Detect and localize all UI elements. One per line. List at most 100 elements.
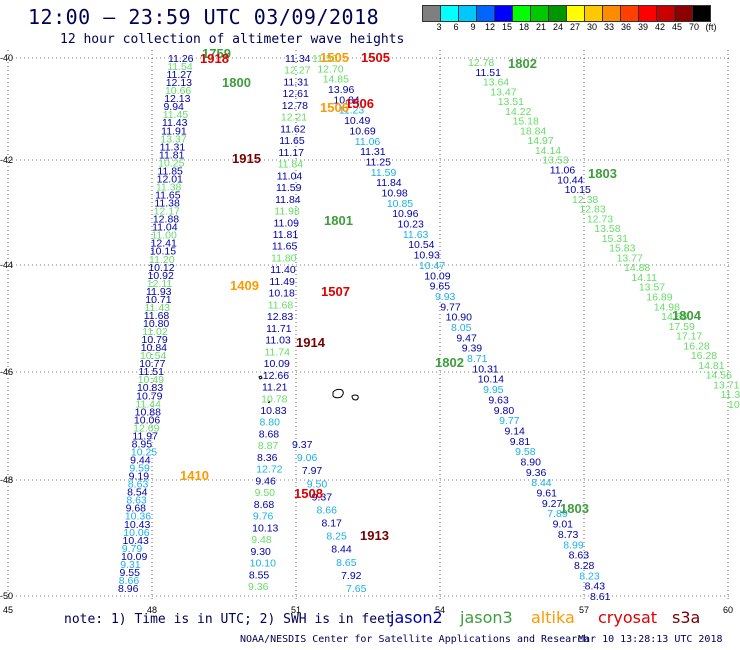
swh-value: 11.50 <box>312 53 338 65</box>
swh-value: 9.68 <box>126 503 147 515</box>
lat-tick-label: -50 <box>0 591 13 601</box>
swh-value: 10.84 <box>141 342 167 354</box>
lon-tick-label: 60 <box>723 605 733 615</box>
swh-value: 9.76 <box>253 511 274 523</box>
footer-note: note: 1) Time is in UTC; 2) SWH is in fe… <box>64 612 393 627</box>
swh-value: 10.88 <box>135 406 161 418</box>
swh-value: 12.41 <box>151 238 177 250</box>
page-title: 12:00 – 23:59 UTC 03/09/2018 <box>28 5 380 29</box>
swh-value: 10.06 <box>123 527 149 539</box>
swh-value: 11.98 <box>274 206 300 218</box>
swh-value: 11.38 <box>156 181 182 193</box>
swh-value: 11.27 <box>166 69 192 81</box>
swh-value: 8.65 <box>336 557 357 569</box>
swh-value: 11.43 <box>162 117 188 129</box>
lon-tick-label: 57 <box>579 605 589 615</box>
scale-label: 9 <box>470 22 476 32</box>
swh-value: 8.55 <box>249 569 270 581</box>
scale-label: 45 <box>671 22 682 32</box>
track-values: 11.2611.5411.2712.1310.6612.139.9411.451… <box>118 53 740 603</box>
swh-value: 10.71 <box>145 294 171 306</box>
swh-value: 12.83 <box>267 311 293 323</box>
swh-value: 11.65 <box>272 241 298 253</box>
swh-value: 14.56 <box>706 370 732 382</box>
swh-value: 15.83 <box>609 243 635 255</box>
swh-value: 8.68 <box>254 499 275 511</box>
swh-value: 8.63 <box>128 479 149 491</box>
pass-time-label: 1508 <box>294 486 323 501</box>
swh-value: 8.99 <box>563 539 584 551</box>
swh-value: 8.43 <box>585 581 606 593</box>
swh-value: 12.38 <box>572 194 598 206</box>
swh-value: 13.37 <box>160 133 186 145</box>
island-shape <box>351 394 359 401</box>
scale-label: 24 <box>552 22 563 32</box>
swh-value: 10.83 <box>260 405 286 417</box>
swh-value: 10.14 <box>478 374 504 386</box>
swh-value: 12.88 <box>153 214 179 226</box>
swh-value: 10.47 <box>419 260 445 272</box>
swh-value: 8.54 <box>127 487 148 499</box>
swh-value: 10.54 <box>140 350 166 362</box>
lon-tick-label: 45 <box>3 605 13 615</box>
swh-value: 8.96 <box>118 583 139 595</box>
swh-value: 11.21 <box>262 382 288 394</box>
pass-time-label: 1506 <box>320 100 349 115</box>
pass-time-label: 1918 <box>200 51 229 66</box>
scale-label: 70 <box>688 22 699 32</box>
footer-timestamp: Mar 10 13:28:13 UTC 2018 <box>578 634 723 645</box>
swh-value: 9.37 <box>312 491 333 503</box>
swh-value: 8.63 <box>126 495 147 507</box>
swh-value: 9.48 <box>251 534 272 546</box>
swh-value: 9.77 <box>499 415 520 427</box>
swh-value: 10.15 <box>150 246 176 258</box>
swh-value: 10.10 <box>250 558 276 570</box>
swh-value: 11.62 <box>280 123 306 135</box>
pass-time-label: 1800 <box>222 75 251 90</box>
swh-value: 9.81 <box>510 436 531 448</box>
pass-time-label: 1802 <box>435 355 464 370</box>
swh-value: 14.88 <box>624 262 650 274</box>
swh-value: 10.18 <box>269 288 295 300</box>
swh-value: 11.80 <box>271 252 297 264</box>
swh-value: 11.91 <box>161 125 187 137</box>
lat-tick-label: -46 <box>0 367 13 377</box>
swh-value: 8.73 <box>558 529 579 541</box>
swh-value: 10.13 <box>252 522 278 534</box>
swh-value: 8.28 <box>574 560 595 572</box>
scale-label: 33 <box>603 22 614 32</box>
swh-value: 9.95 <box>483 384 504 396</box>
swh-value: 12.13 <box>164 93 190 105</box>
swh-value: 10.43 <box>124 519 150 531</box>
swh-value: 10.23 <box>398 219 424 231</box>
swh-value: 8.17 <box>321 518 342 530</box>
swh-value: 11.54 <box>167 61 193 73</box>
swh-value: 10.09 <box>264 358 290 370</box>
swh-value: 8.36 <box>257 452 278 464</box>
swh-value: 13.96 <box>328 84 354 96</box>
swh-value: 10.09 <box>424 270 450 282</box>
swh-value: 10.79 <box>141 334 167 346</box>
pass-time-label: 1507 <box>321 284 350 299</box>
swh-value: 10.49 <box>344 115 370 127</box>
swh-value: 12.21 <box>281 112 307 124</box>
swh-value: 13.51 <box>498 96 524 108</box>
swh-value: 9.31 <box>120 559 141 571</box>
swh-value: 11.81 <box>159 149 185 161</box>
swh-value: 11.25 <box>365 156 391 168</box>
swh-value: 9.61 <box>537 488 558 500</box>
swh-value: 15.18 <box>513 116 539 128</box>
swh-value: 10 <box>728 399 740 411</box>
scale-label: (ft) <box>705 22 717 32</box>
pass-time-label: 1759 <box>202 46 231 61</box>
scale-label: 27 <box>569 22 580 32</box>
swh-value: 11.34 <box>285 53 311 65</box>
swh-value: 10.25 <box>131 446 157 458</box>
swh-value: 14.11 <box>631 272 657 284</box>
swh-value: 14.85 <box>323 74 349 86</box>
swh-value: 11.38 <box>154 198 180 210</box>
swh-value: 9.93 <box>435 291 456 303</box>
swh-value: 16.28 <box>683 340 709 352</box>
swh-value: 10.96 <box>392 208 418 220</box>
